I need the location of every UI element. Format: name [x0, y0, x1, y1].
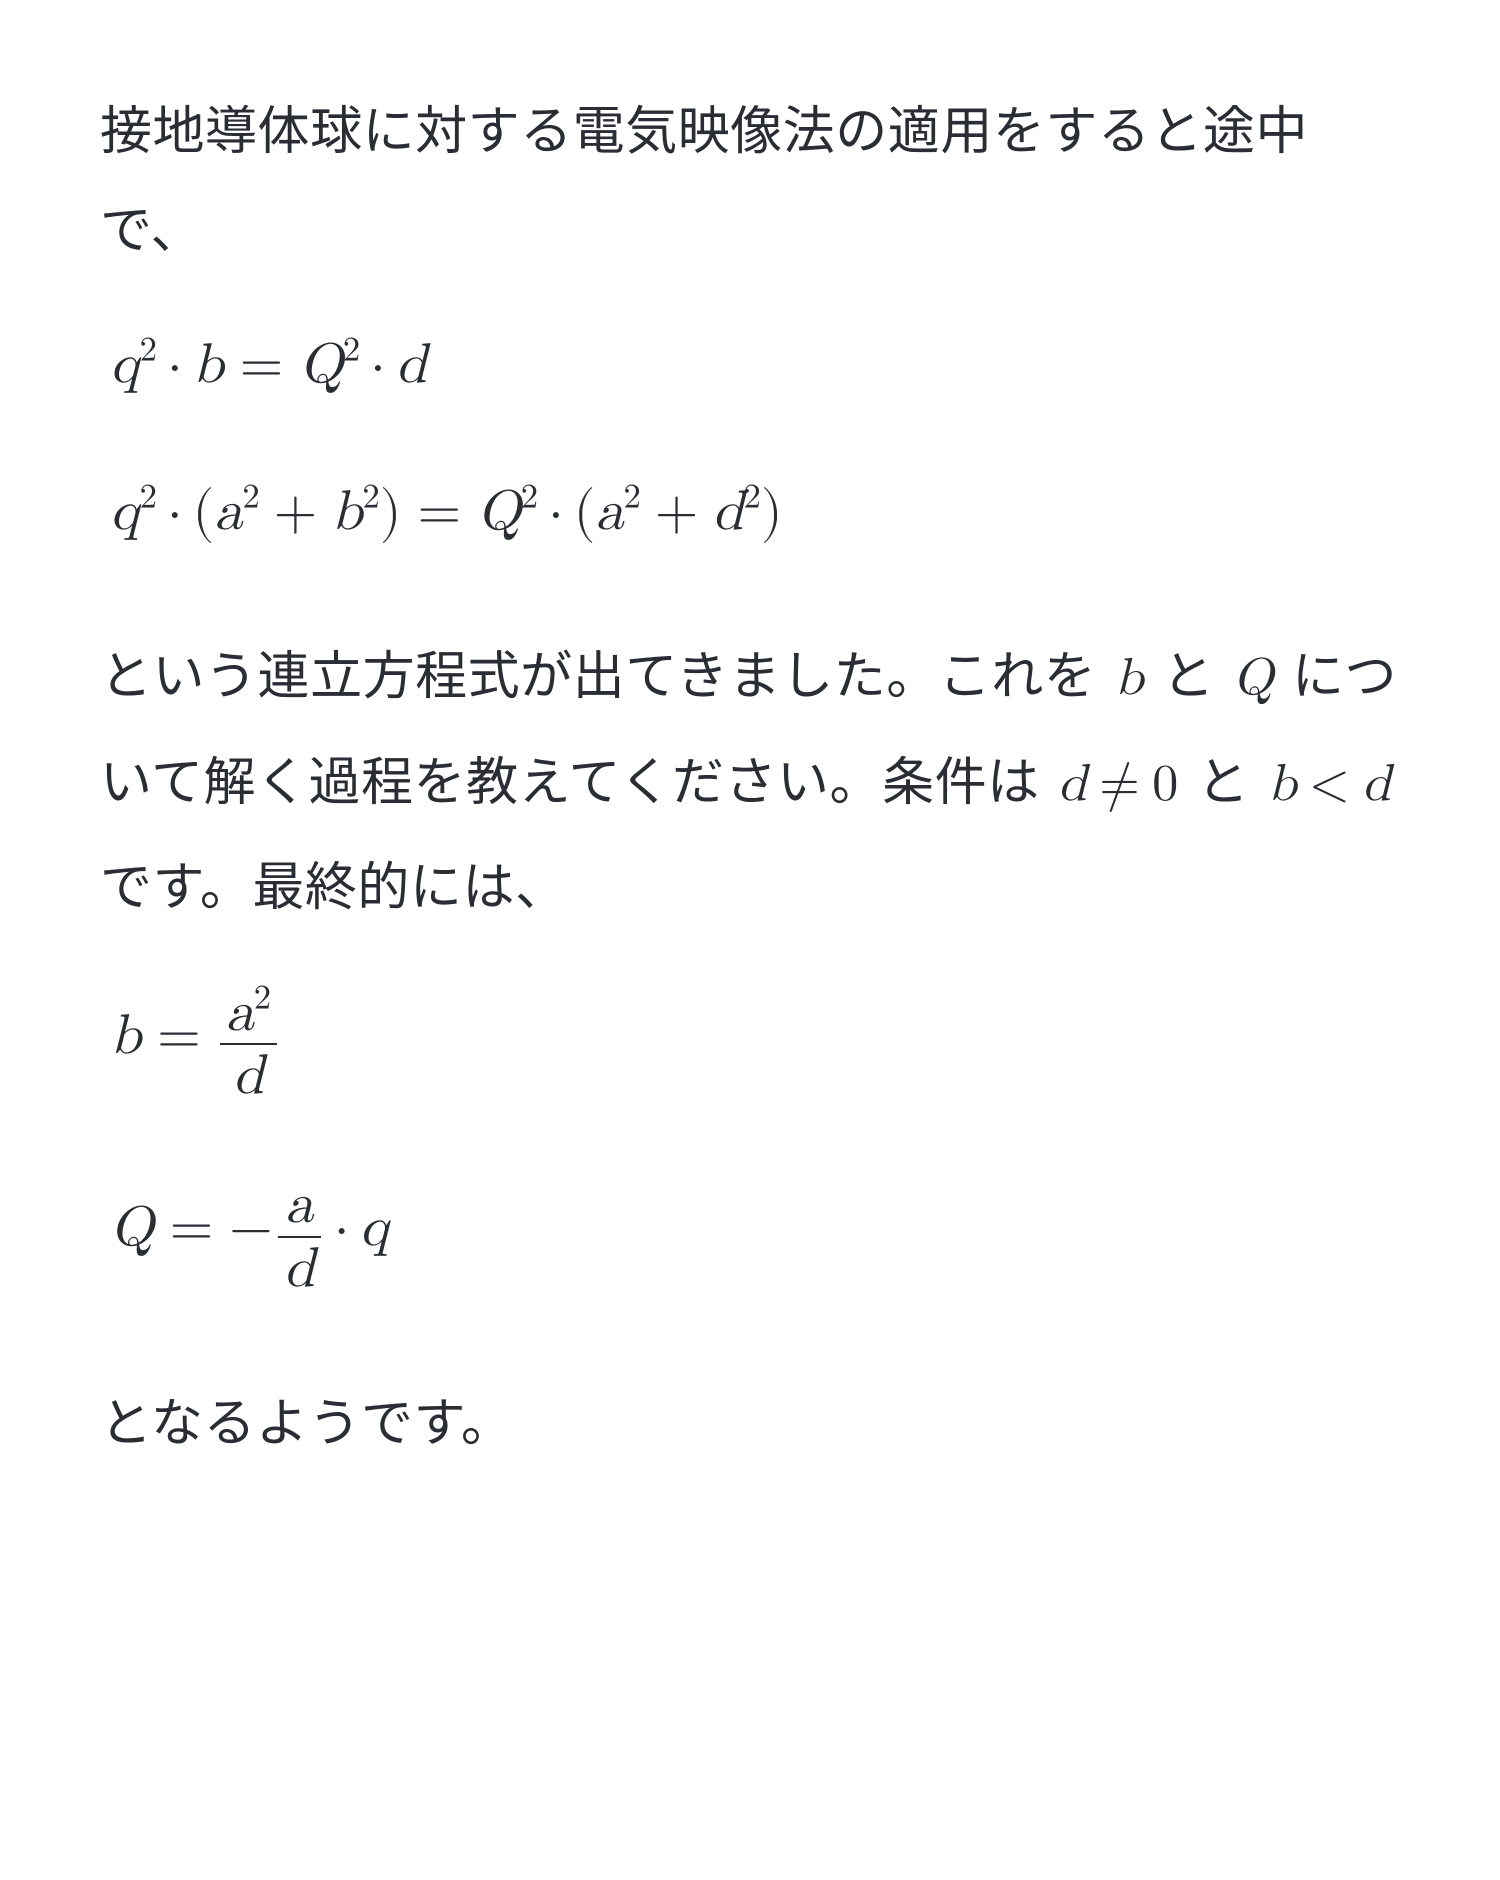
eq1-q: q [110, 337, 140, 393]
equation-1: q2·b=Q2·d [110, 328, 1410, 404]
plus-op: + [641, 484, 713, 540]
eq2-q-exp: 2 [140, 480, 157, 515]
eq2-Q-exp: 2 [521, 480, 538, 515]
inline-var-b: b [1109, 630, 1150, 729]
eq4-Q: Q [110, 1200, 154, 1256]
eq4-den-d: d [284, 1241, 315, 1297]
plus-op: + [260, 484, 332, 540]
para2-and: と [1150, 634, 1227, 709]
para2-and2: と [1185, 740, 1262, 815]
eq2-a1-exp: 2 [242, 480, 259, 515]
inline-cond-b-lt-d: b<d [1262, 736, 1398, 835]
equals-op: = [224, 337, 300, 393]
eq2-a2: a [595, 484, 623, 540]
document-page: 接地導体球に対する電気映像法の適用をすると途中で、 q2·b=Q2·d q2·(… [0, 0, 1500, 1880]
lparen: ( [193, 484, 215, 540]
equals-op: = [154, 1200, 230, 1256]
eq4-fraction: ad [278, 1177, 321, 1297]
eq3-num-exp: 2 [254, 981, 271, 1016]
dot-op: · [360, 337, 396, 393]
paragraph-closing: となるようです。 [100, 1370, 1410, 1469]
eq2-q: q [110, 484, 140, 540]
inline-cond-d-ne-0: d≠0 [1052, 736, 1185, 835]
less-than-op: < [1297, 759, 1362, 811]
eq2-a2-exp: 2 [623, 480, 640, 515]
dot-op: · [538, 484, 574, 540]
para2-pre: という連立方程式が出てきました。これを [100, 634, 1109, 709]
eq1-d: d [396, 337, 427, 393]
eq1-b: b [193, 337, 224, 393]
eq3-num-a: a [226, 985, 254, 1041]
equation-4: Q=−ad·q [110, 1177, 1410, 1297]
dot-op: · [157, 484, 193, 540]
eq2-d: d [712, 484, 743, 540]
not-equal-op: ≠ [1087, 759, 1152, 811]
dot-op: · [324, 1200, 360, 1256]
paragraph-instructions: という連立方程式が出てきました。これを b と Q について解く過程を教えてくだ… [100, 623, 1410, 933]
eq2-a1: a [214, 484, 242, 540]
eq1-Q-exp: 2 [343, 332, 360, 367]
eq2-b: b [331, 484, 362, 540]
eq3-fraction: a2d [220, 985, 277, 1105]
dot-op: · [157, 337, 193, 393]
equals-op: = [402, 484, 478, 540]
paragraph-intro: 接地導体球に対する電気映像法の適用をすると途中で、 [100, 78, 1410, 276]
eq2-b-exp: 2 [362, 480, 379, 515]
eq1-q-exp: 2 [140, 332, 157, 367]
rparen: ) [380, 484, 402, 540]
inline-var-Q: Q [1227, 630, 1280, 729]
minus-sign: − [229, 1200, 275, 1256]
eq1-Q: Q [299, 337, 343, 393]
equation-2: q2·(a2+b2)=Q2·(a2+d2) [110, 475, 1410, 551]
equals-op: = [141, 1008, 217, 1064]
eq3-b: b [110, 1008, 141, 1064]
equation-3: b=a2d [110, 985, 1410, 1105]
eq3-den-d: d [233, 1048, 264, 1104]
para2-post: です。最終的には、 [100, 845, 567, 920]
eq4-q: q [359, 1200, 389, 1256]
eq2-d-exp: 2 [744, 480, 761, 515]
eq2-Q: Q [477, 484, 521, 540]
lparen: ( [574, 484, 596, 540]
rparen: ) [761, 484, 783, 540]
eq4-num-a: a [285, 1177, 313, 1233]
